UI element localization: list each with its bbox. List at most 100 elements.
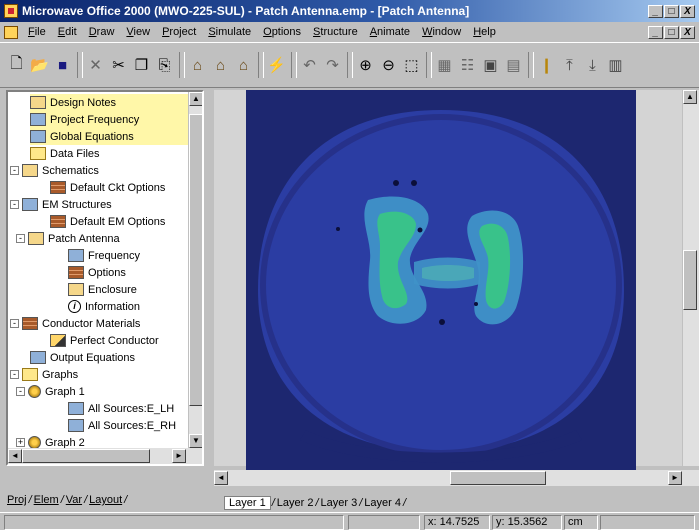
zoom-out-icon[interactable]: ⊖: [382, 57, 395, 74]
tab-proj[interactable]: Proj: [7, 494, 27, 506]
maximize-button[interactable]: □: [664, 4, 679, 18]
tree-item[interactable]: Frequency: [68, 247, 140, 264]
tree-item[interactable]: Project Frequency: [30, 111, 188, 128]
document-icon[interactable]: [4, 25, 18, 39]
layers-icon[interactable]: ☷: [460, 57, 475, 74]
menu-project[interactable]: Project: [162, 26, 197, 38]
collapse-icon[interactable]: -: [10, 200, 19, 209]
menu-structure[interactable]: Structure: [313, 26, 358, 38]
tree-item[interactable]: - Patch Antenna: [16, 230, 120, 247]
mesh-icon[interactable]: ▤: [506, 57, 521, 74]
canvas-horizontal-scrollbar[interactable]: ◄ ►: [214, 470, 699, 486]
expand-icon[interactable]: +: [16, 437, 25, 447]
collapse-icon[interactable]: -: [16, 387, 25, 396]
collapse-icon[interactable]: -: [10, 319, 19, 328]
menu-bar: File Edit Draw View Project Simulate Opt…: [0, 22, 699, 42]
delete-icon[interactable]: ✕: [89, 57, 102, 74]
tree-item[interactable]: Perfect Conductor: [50, 332, 159, 349]
menu-view[interactable]: View: [126, 26, 151, 38]
open-icon[interactable]: 📂: [30, 57, 49, 74]
menu-draw[interactable]: Draw: [88, 26, 115, 38]
simulate-icon[interactable]: ⚡: [267, 57, 286, 74]
hscroll-thumb[interactable]: [22, 449, 150, 463]
tab-layer-2[interactable]: Layer 2: [276, 497, 314, 509]
doc-close-button[interactable]: X: [680, 25, 695, 39]
undo-icon[interactable]: ↶: [303, 57, 316, 74]
tree-item[interactable]: - Graph 1: [16, 383, 85, 400]
menu-options[interactable]: Options: [263, 26, 302, 38]
add-schematic-icon[interactable]: ⌂: [192, 56, 203, 74]
tab-layout[interactable]: Layout: [89, 494, 123, 506]
menu-window[interactable]: Window: [422, 26, 462, 38]
tree-item[interactable]: Default EM Options: [50, 213, 165, 230]
grid-icon[interactable]: ▦: [437, 57, 452, 74]
shape-icon[interactable]: ▣: [483, 57, 498, 74]
tab-layer-4[interactable]: Layer 4: [364, 497, 401, 509]
tab-layer-1[interactable]: Layer 1: [224, 496, 271, 510]
tree-item[interactable]: Global Equations: [30, 128, 188, 145]
app-icon[interactable]: [4, 4, 18, 18]
menu-help[interactable]: Help: [473, 26, 496, 38]
tree-item[interactable]: Options: [68, 264, 126, 281]
tab-elem[interactable]: Elem: [33, 494, 59, 506]
status-message: [4, 515, 344, 530]
tree-item[interactable]: + Graph 2: [16, 434, 85, 451]
canvas-scroll-up[interactable]: ▲: [683, 90, 697, 104]
collapse-icon[interactable]: -: [16, 234, 25, 243]
close-button[interactable]: X: [680, 4, 695, 18]
tab-var[interactable]: Var: [65, 494, 83, 506]
down-icon[interactable]: ⤓: [589, 56, 596, 74]
field-plot[interactable]: [246, 90, 636, 470]
save-icon[interactable]: ■: [57, 56, 68, 74]
add-em-icon[interactable]: ⌂: [215, 56, 226, 74]
view-icon[interactable]: ▥: [608, 57, 623, 74]
grid-icon: [30, 130, 46, 143]
doc-minimize-button[interactable]: _: [648, 25, 663, 39]
add-graph-icon[interactable]: ⌂: [238, 56, 249, 74]
canvas-hscroll-thumb[interactable]: [450, 471, 546, 485]
scroll-left-button[interactable]: ◄: [8, 449, 22, 463]
scroll-thumb[interactable]: [189, 114, 202, 406]
tree-item[interactable]: - Schematics: [10, 162, 99, 179]
menu-animate[interactable]: Animate: [369, 26, 411, 38]
copy-icon[interactable]: ❐: [134, 57, 149, 74]
paste-icon[interactable]: ⎘: [158, 56, 171, 74]
tree-item[interactable]: i Information: [68, 298, 140, 315]
tree-horizontal-scrollbar[interactable]: ◄ ►: [8, 448, 202, 464]
tree-item[interactable]: Default Ckt Options: [50, 179, 165, 196]
tree-item[interactable]: - Conductor Materials: [10, 315, 140, 332]
canvas-scroll-left[interactable]: ◄: [214, 471, 228, 485]
scroll-down-button[interactable]: ▼: [189, 434, 202, 448]
tree-item[interactable]: - Graphs: [10, 366, 78, 383]
grid-icon: [68, 402, 84, 415]
new-icon[interactable]: 🗋: [10, 54, 23, 72]
menu-edit[interactable]: Edit: [57, 26, 77, 38]
menu-file[interactable]: File: [28, 26, 46, 38]
menu-simulate[interactable]: Simulate: [208, 26, 252, 38]
scroll-up-button[interactable]: ▲: [189, 92, 202, 106]
minimize-button[interactable]: _: [648, 4, 663, 18]
doc-restore-button[interactable]: □: [664, 25, 679, 39]
tree-item[interactable]: Design Notes: [30, 94, 188, 111]
canvas-vscroll-thumb[interactable]: [683, 250, 697, 310]
zoom-fit-icon[interactable]: ⬚: [404, 57, 419, 74]
probe-icon[interactable]: ❙: [540, 57, 553, 74]
up-icon[interactable]: ⤒: [566, 56, 573, 74]
tree-item[interactable]: Enclosure: [68, 281, 137, 298]
tree-item[interactable]: All Sources:E_LH: [68, 400, 174, 417]
zoom-in-icon[interactable]: ⊕: [359, 57, 372, 74]
tree-item[interactable]: Data Files: [30, 145, 100, 162]
scroll-right-button[interactable]: ►: [172, 449, 186, 463]
redo-icon[interactable]: ↷: [326, 57, 339, 74]
tree-item[interactable]: Output Equations: [30, 349, 135, 366]
tab-layer-3[interactable]: Layer 3: [320, 497, 358, 509]
collapse-icon[interactable]: -: [10, 166, 19, 175]
tree-vertical-scrollbar[interactable]: ▲ ▼: [188, 92, 202, 448]
canvas-vertical-scrollbar[interactable]: ▲: [683, 90, 699, 466]
brick-icon: [50, 181, 66, 194]
tree-item[interactable]: All Sources:E_RH: [68, 417, 176, 434]
cut-icon[interactable]: ✂: [112, 57, 125, 74]
canvas-scroll-right[interactable]: ►: [668, 471, 682, 485]
tree-item[interactable]: - EM Structures: [10, 196, 112, 213]
collapse-icon[interactable]: -: [10, 370, 19, 379]
